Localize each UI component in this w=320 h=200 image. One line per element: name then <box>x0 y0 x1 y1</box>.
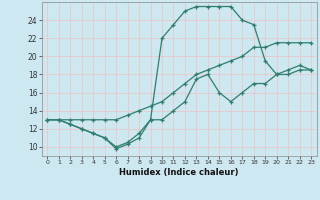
X-axis label: Humidex (Indice chaleur): Humidex (Indice chaleur) <box>119 168 239 177</box>
